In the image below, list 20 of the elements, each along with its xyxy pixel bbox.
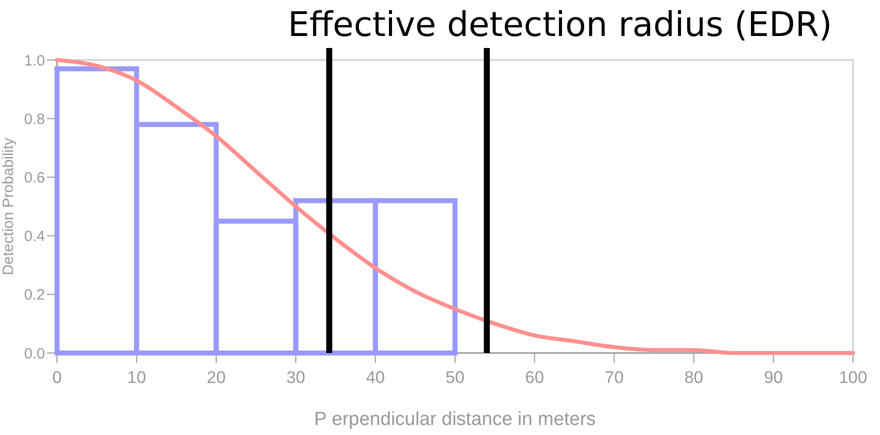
y-tick-label: 1.0 — [24, 52, 45, 70]
chart-title: Effective detection radius (EDR) — [288, 5, 832, 45]
x-tick-label: 10 — [127, 368, 146, 387]
x-tick-label: 70 — [604, 368, 624, 387]
x-tick-label: 80 — [684, 368, 704, 387]
y-tick-label: 0.6 — [24, 169, 45, 186]
x-tick-label: 100 — [838, 368, 868, 387]
x-tick-label: 50 — [446, 368, 464, 387]
x-tick-label: 90 — [764, 368, 783, 387]
y-tick-label: 0.2 — [24, 286, 45, 304]
x-tick-label: 0 — [52, 368, 62, 387]
y-tick-label: 0.8 — [24, 110, 45, 128]
y-tick-label: 0.0 — [24, 345, 45, 362]
x-axis-title: P erpendicular distance in meters — [314, 409, 596, 430]
y-axis-title: Detection Probability — [0, 137, 17, 276]
x-tick-label: 40 — [366, 368, 385, 387]
x-tick-label: 30 — [286, 368, 306, 387]
x-tick-label: 20 — [206, 368, 226, 387]
x-tick-label: 60 — [525, 368, 544, 387]
y-tick-label: 0.4 — [24, 228, 45, 246]
